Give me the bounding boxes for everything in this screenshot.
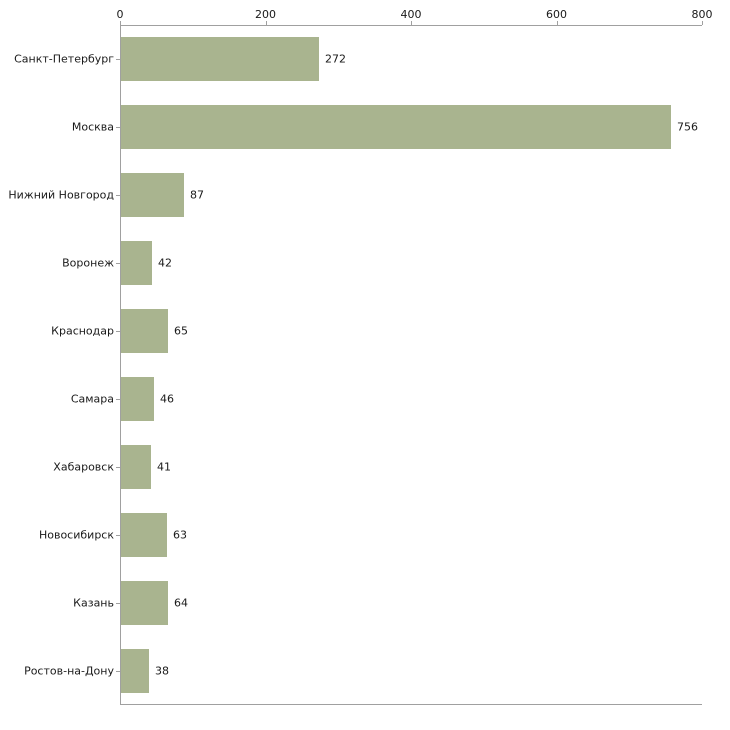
bar-value-label: 41: [157, 460, 171, 474]
y-axis-label: Воронеж: [62, 256, 114, 270]
bar-value-label: 38: [155, 664, 169, 678]
y-tick-mark: [116, 399, 120, 400]
y-tick-mark: [116, 195, 120, 196]
y-tick-mark: [116, 535, 120, 536]
bar: [121, 105, 671, 149]
plot-area: [120, 25, 702, 705]
bar-value-label: 46: [160, 392, 174, 406]
bar: [121, 581, 168, 625]
y-axis-label: Новосибирск: [38, 528, 114, 542]
bar-value-label: 756: [677, 120, 698, 134]
bar-value-label: 42: [158, 256, 172, 270]
y-axis-label: Хабаровск: [53, 460, 114, 474]
x-tick-label: 200: [255, 8, 276, 21]
bar: [121, 513, 167, 557]
bar: [121, 37, 319, 81]
bar-value-label: 63: [173, 528, 187, 542]
y-tick-mark: [116, 467, 120, 468]
bar: [121, 445, 151, 489]
y-axis-label: Казань: [73, 596, 114, 610]
bar: [121, 241, 152, 285]
bar: [121, 649, 149, 693]
x-tick-mark: [411, 21, 412, 25]
y-tick-mark: [116, 671, 120, 672]
y-tick-mark: [116, 127, 120, 128]
y-tick-mark: [116, 603, 120, 604]
bar-value-label: 65: [174, 324, 188, 338]
x-tick-label: 400: [400, 8, 422, 21]
y-axis-label: Нижний Новгород: [8, 188, 114, 202]
x-tick-mark: [702, 21, 703, 25]
y-axis-label: Ростов-на-Дону: [24, 664, 114, 678]
bar: [121, 309, 168, 353]
bar: [121, 377, 154, 421]
y-axis-label: Москва: [71, 120, 114, 134]
x-tick-mark: [265, 21, 267, 25]
y-tick-mark: [116, 263, 120, 264]
bar-value-label: 87: [190, 188, 204, 202]
y-axis-label: Санкт-Петербург: [14, 52, 114, 66]
y-axis-label: Краснодар: [51, 324, 114, 338]
bar-value-label: 272: [325, 52, 346, 66]
x-tick-mark: [120, 21, 121, 25]
x-tick-mark: [556, 21, 558, 25]
x-tick-label: 600: [546, 8, 567, 21]
y-tick-mark: [116, 331, 120, 332]
x-tick-label: 0: [116, 8, 124, 21]
bar: [121, 173, 184, 217]
y-axis-label: Самара: [70, 392, 114, 406]
bar-value-label: 64: [174, 596, 188, 610]
y-tick-mark: [116, 59, 120, 60]
x-tick-label: 800: [691, 8, 713, 21]
